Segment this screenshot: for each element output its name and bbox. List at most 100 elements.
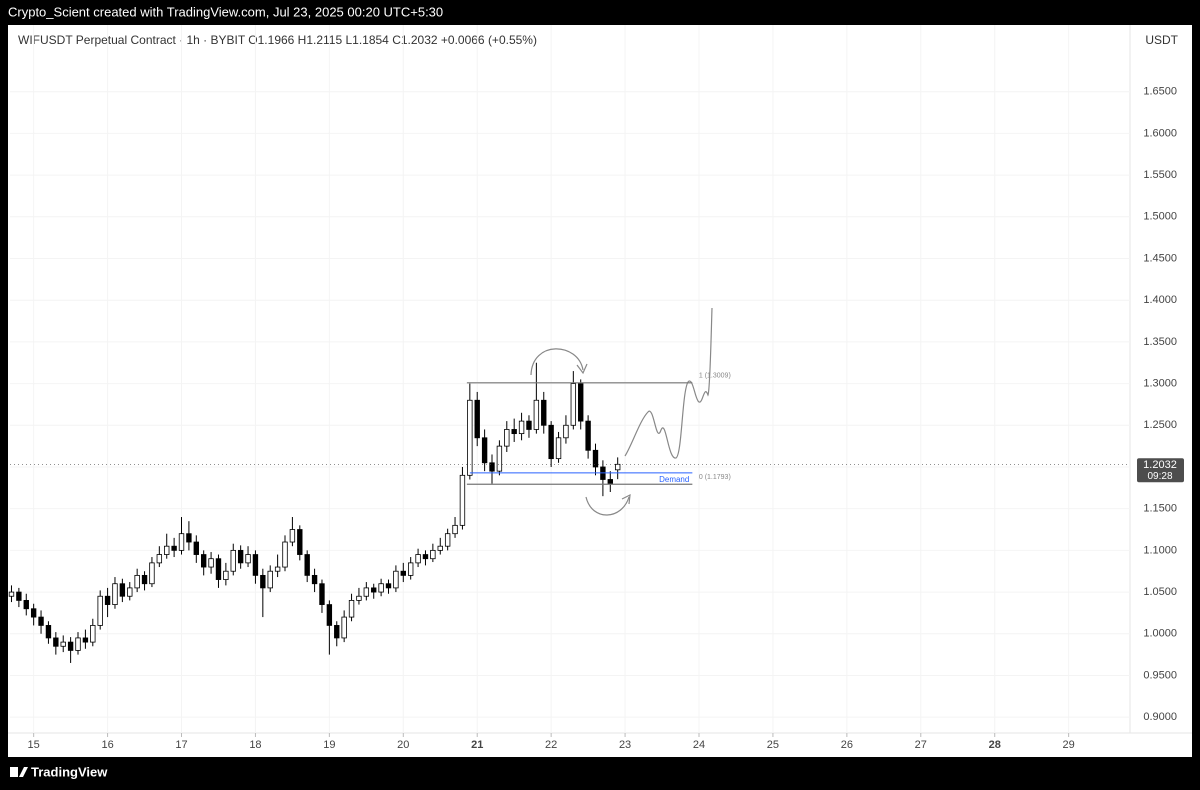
candle-body [297, 529, 303, 555]
candle-body [149, 562, 155, 585]
candle-body [304, 554, 310, 576]
x-tick-label: 24 [693, 739, 705, 751]
chart-title: WIFUSDT Perpetual Contract · 1h · BYBIT … [18, 33, 537, 47]
footer-logo: TradingView [31, 764, 108, 779]
candle-body [393, 570, 399, 589]
candle-body [592, 449, 599, 468]
candle-body [274, 566, 281, 572]
candle-body [578, 383, 584, 422]
x-tick-label: 25 [767, 739, 779, 751]
candle-body [53, 637, 59, 647]
candle-body [230, 549, 236, 572]
candle-body [437, 545, 443, 551]
candle-body [400, 570, 406, 576]
candle-body [260, 574, 266, 589]
candle-body [23, 600, 29, 610]
candle-body [489, 462, 495, 472]
last-price-label: 1.2032 [1143, 459, 1177, 471]
candle-body [119, 583, 126, 597]
candle-body [82, 637, 89, 643]
y-tick-label: 0.9500 [1143, 669, 1177, 681]
projection-path [624, 307, 713, 459]
last-price-tag [1137, 458, 1184, 483]
candle-body [541, 399, 547, 426]
candle-body [467, 399, 473, 476]
x-tick-label: 21 [471, 739, 483, 751]
candle-body [481, 437, 488, 464]
candle-body [326, 604, 333, 626]
candle-body [385, 583, 392, 589]
candle-body [348, 600, 355, 618]
chart-pane [8, 25, 1192, 757]
y-tick-label: 1.1000 [1143, 544, 1177, 556]
candle-body [614, 463, 621, 471]
y-tick-label: 0.9000 [1143, 711, 1177, 723]
candle-body [452, 524, 458, 535]
candle-body [141, 574, 148, 585]
candle-body [200, 554, 207, 568]
y-tick-label: 1.1500 [1143, 503, 1177, 515]
candle-body [104, 595, 111, 605]
candle-body [533, 399, 540, 430]
x-tick-label: 26 [841, 739, 853, 751]
y-tick-label: 1.5000 [1143, 211, 1177, 223]
candle-body [8, 591, 15, 597]
candle-body [60, 641, 66, 647]
candle-body [164, 545, 170, 555]
candle-body [45, 625, 52, 639]
countdown-label: 09:28 [1147, 471, 1172, 482]
candle-body [90, 625, 96, 643]
candle-body [511, 429, 517, 435]
candle-body [319, 583, 325, 605]
candle-body [341, 616, 347, 639]
y-tick-label: 1.0500 [1143, 586, 1177, 598]
x-tick-label: 17 [175, 739, 187, 751]
candle-body [178, 533, 185, 551]
candle-body [215, 558, 222, 580]
candle-body [67, 641, 74, 651]
y-tick-label: 1.6000 [1143, 127, 1177, 139]
candle-body [186, 533, 192, 543]
tradingview-logo: TradingView [10, 764, 108, 779]
candle-body [282, 541, 288, 568]
candle-body [363, 587, 370, 597]
candle-body [415, 554, 421, 564]
x-tick-label: 23 [619, 739, 631, 751]
arrow-head [576, 363, 588, 375]
y-tick-label: 1.3000 [1143, 377, 1177, 389]
candle-body [430, 549, 436, 560]
x-tick-label: 20 [397, 739, 409, 751]
plot [8, 25, 1130, 733]
candle-body [112, 583, 118, 605]
candle-body [30, 608, 37, 618]
y-tick-label: 1.5500 [1143, 169, 1177, 181]
x-tick-label: 22 [545, 739, 557, 751]
candle-body [474, 399, 480, 439]
candle-body [504, 429, 510, 447]
candle-body [237, 549, 244, 564]
candle-body [75, 637, 81, 651]
candle-body [252, 554, 259, 576]
candle-body [496, 445, 503, 472]
candle-body [378, 583, 384, 593]
candle-body [208, 558, 214, 568]
candle-body [171, 545, 177, 551]
candle-body [526, 420, 532, 430]
candle-body [16, 591, 22, 601]
annotations [530, 307, 713, 516]
candle-body [245, 554, 251, 564]
candle-body [97, 595, 103, 626]
fib-label: 0 (1.1793) [699, 474, 731, 481]
candle-body [289, 529, 296, 543]
candle-body [555, 437, 562, 460]
candle-body [156, 554, 163, 564]
candle-body [444, 533, 451, 547]
candle-body [422, 554, 429, 560]
candle-body [311, 574, 318, 585]
x-tick-label: 19 [323, 739, 335, 751]
x-tick-label: 15 [28, 739, 40, 751]
x-tick-label: 16 [101, 739, 113, 751]
candle-body [267, 570, 273, 589]
